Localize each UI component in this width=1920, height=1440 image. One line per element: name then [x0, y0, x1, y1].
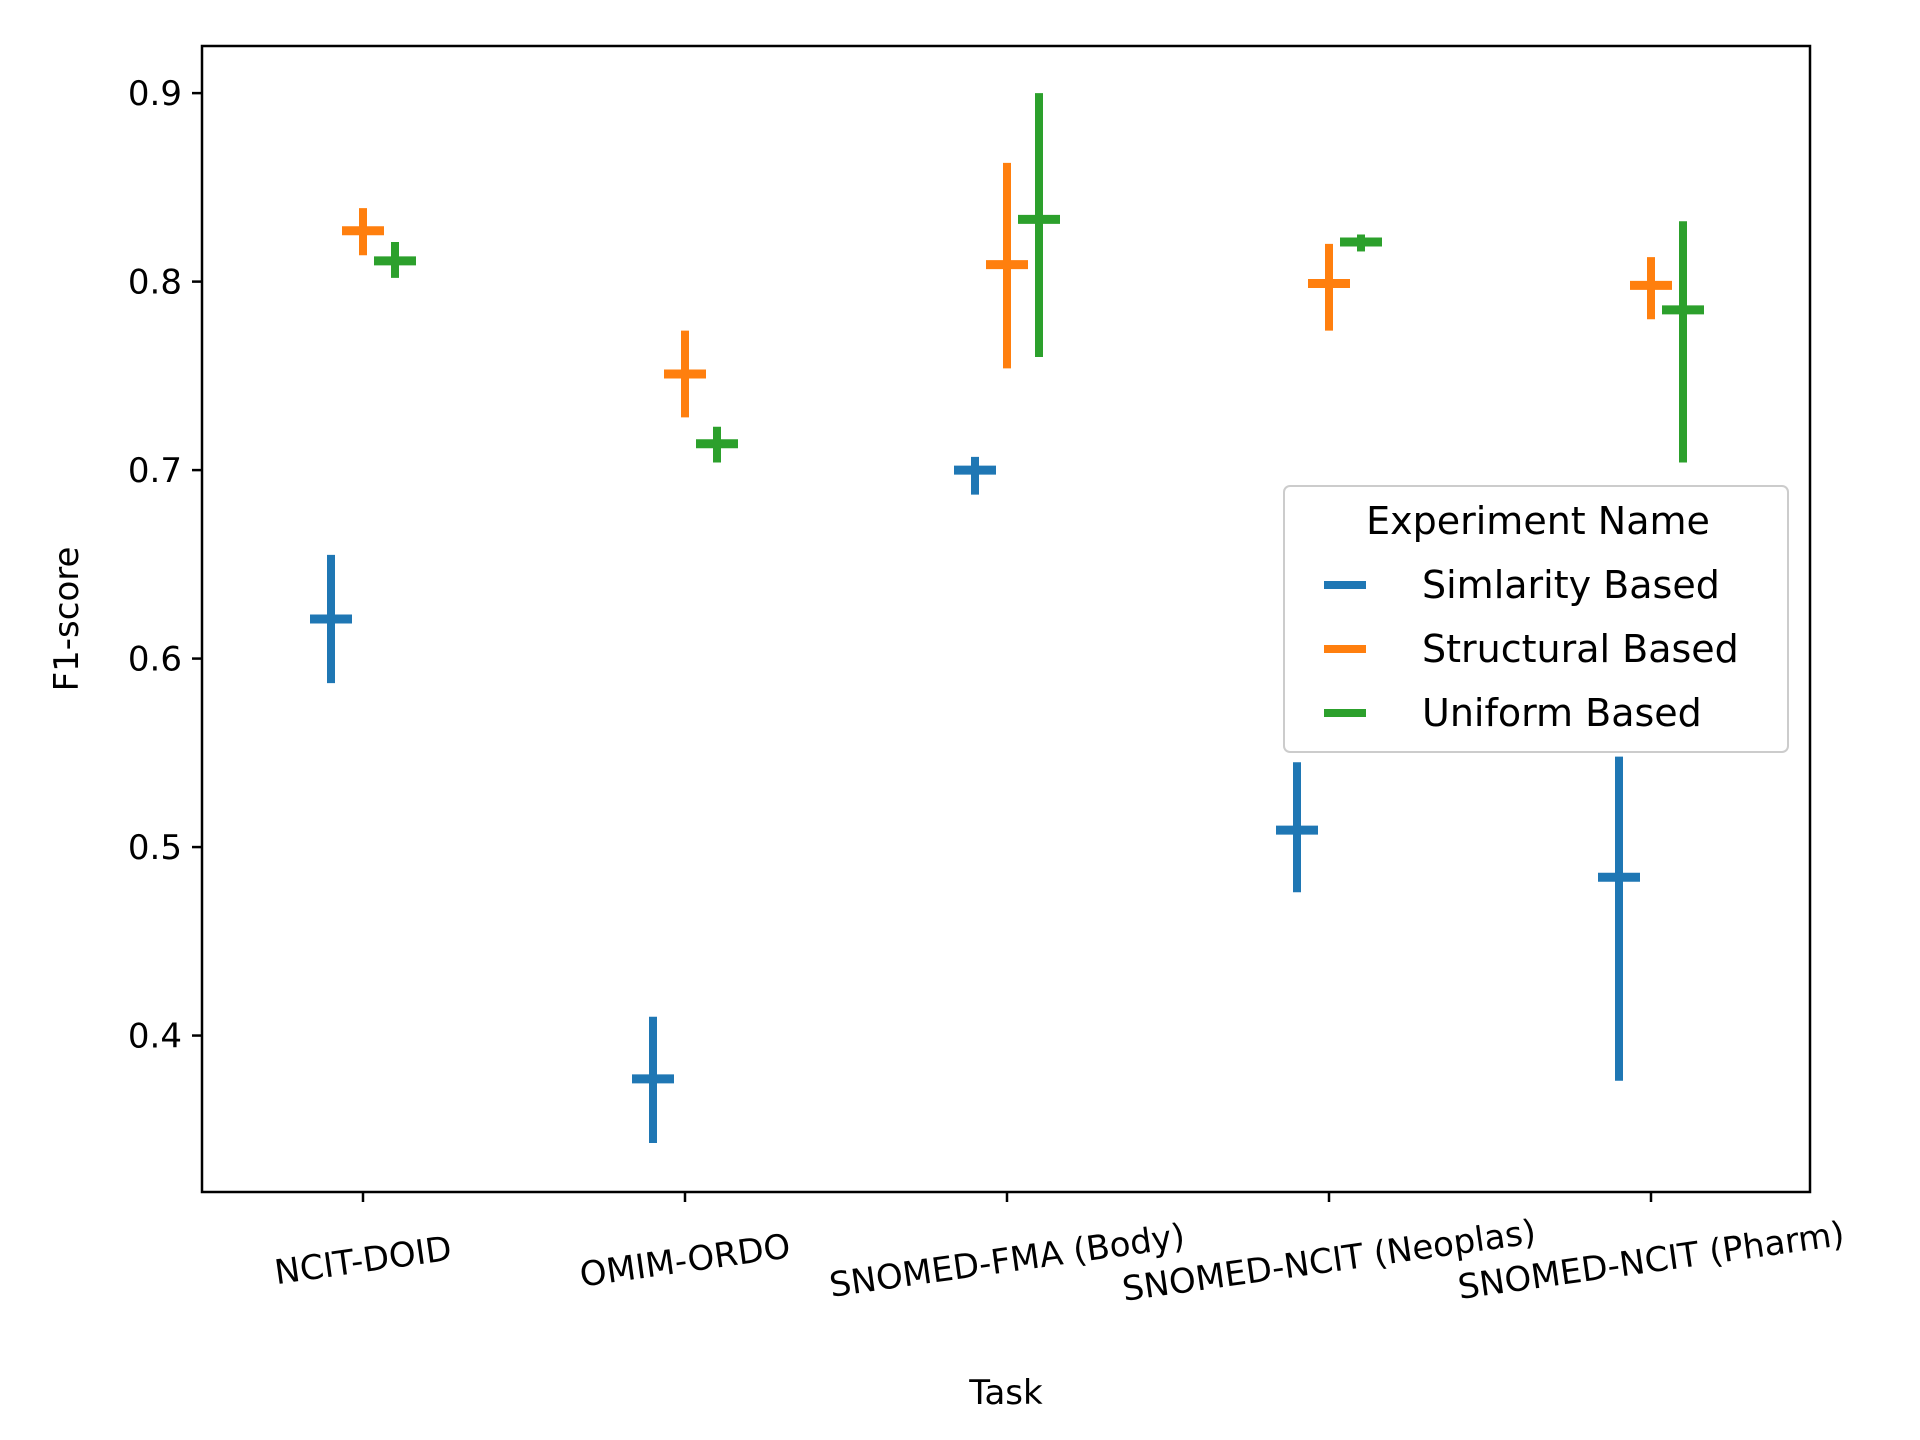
y-tick-label: 0.8 [128, 263, 182, 303]
legend-label-uniform: Uniform Based [1422, 691, 1702, 735]
y-axis-label: F1-score [47, 547, 87, 692]
data-point [1630, 257, 1672, 320]
legend-label-structural: Structural Based [1422, 627, 1739, 671]
legend-title: Experiment Name [1366, 499, 1710, 543]
y-tick-label: 0.6 [128, 640, 182, 680]
data-point [374, 242, 416, 278]
y-tick-label: 0.4 [128, 1017, 182, 1057]
data-point [1308, 243, 1350, 331]
y-tick-label: 0.7 [128, 451, 182, 491]
data-point [954, 456, 996, 495]
data-point [1662, 221, 1704, 463]
data-point [696, 426, 738, 463]
data-point [632, 1016, 674, 1143]
chart-marks [310, 93, 1704, 1143]
x-axis-ticks: NCIT-DOID OMIM-ORDO SNOMED-FMA (Body)SNOME… [272, 1192, 1847, 1310]
x-axis-label: Task [968, 1373, 1043, 1413]
y-axis-ticks: 0.4 0.5 0.6 0.7 0.8 0.9 [128, 74, 202, 1057]
data-point [342, 208, 384, 256]
data-point [1276, 762, 1318, 893]
data-point [1598, 756, 1640, 1081]
y-tick-label: 0.9 [128, 74, 182, 114]
data-point [310, 554, 352, 684]
legend: Experiment Name Simlarity Based Structur… [1283, 485, 1789, 753]
data-point [1340, 234, 1382, 252]
y-tick-label: 0.5 [128, 828, 182, 868]
data-point [1018, 93, 1060, 358]
legend-label-simlarity: Simlarity Based [1422, 563, 1720, 607]
legend-box [1283, 485, 1789, 753]
data-point [664, 330, 706, 418]
x-tick-label: OMIM-ORDO [577, 1226, 793, 1295]
x-tick-label: NCIT-DOID [272, 1229, 454, 1293]
data-point [986, 162, 1028, 369]
